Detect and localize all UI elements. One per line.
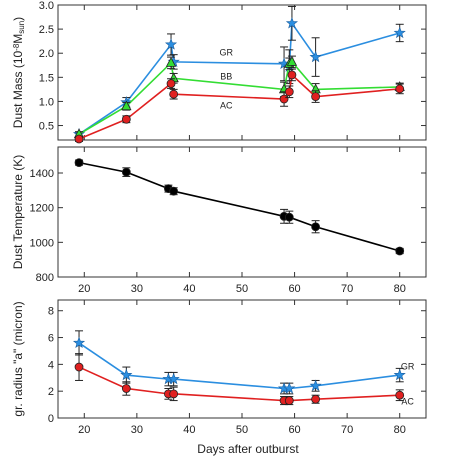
- y-axis-label-close: ): [11, 17, 25, 21]
- grain-radius-panel: 20 30 40 50 60 70 80 0 2 4 6 8 gr. radius "a" (micro…: [11, 299, 427, 436]
- y-axis-label-unit: M: [11, 34, 25, 44]
- x-tick-label: 40: [183, 283, 195, 295]
- y-axis-label-text: Dust Mass (10: [11, 51, 25, 129]
- data-point: [309, 50, 322, 63]
- series-label: GR: [401, 362, 415, 372]
- y-tick-label: 4: [48, 359, 54, 371]
- data-point: [279, 94, 289, 104]
- data-point: [395, 390, 405, 400]
- data-point: [283, 382, 296, 394]
- x-tick-label: 80: [394, 424, 406, 436]
- data-point: [165, 57, 177, 67]
- y-axis-label-exponent: -8: [12, 43, 21, 51]
- series-line: [78, 342, 400, 390]
- data-point: [284, 87, 294, 97]
- data-point: [74, 362, 84, 372]
- y-tick-label: 2.0: [39, 48, 54, 60]
- series-line: [78, 161, 400, 252]
- y-axis-label-text: Dust Temperature (K): [11, 155, 25, 270]
- data-point: [395, 246, 405, 256]
- plot-frame: [57, 4, 427, 141]
- x-tick-label: 60: [288, 424, 300, 436]
- x-tick-label: 80: [394, 283, 406, 295]
- data-point: [287, 70, 297, 80]
- y-axis-label: gr. radius "a" (micron): [11, 301, 25, 416]
- y-tick-label: 1.5: [39, 72, 54, 84]
- x-tick-label: 20: [78, 283, 90, 295]
- data-point: [311, 222, 321, 232]
- y-tick-label: 1400: [30, 168, 54, 180]
- x-tick-label: 50: [236, 424, 248, 436]
- series-label: GR: [219, 48, 233, 58]
- y-tick-label: 3.0: [39, 0, 54, 12]
- y-tick-label: 0: [48, 413, 54, 425]
- data-point: [167, 372, 180, 385]
- y-tick-label: 6: [48, 333, 54, 345]
- data-point: [121, 100, 132, 111]
- y-tick-label: 0.5: [39, 121, 54, 133]
- x-tick-label: 40: [183, 424, 195, 436]
- plot-frame: [57, 146, 427, 278]
- data-point: [74, 134, 84, 144]
- x-tick-label: 30: [131, 283, 143, 295]
- y-tick-label: 2.5: [39, 24, 54, 36]
- x-tick-label: 20: [78, 424, 90, 436]
- data-point: [284, 396, 294, 405]
- series-label: BB: [220, 72, 232, 82]
- x-axis-label: Days after outburst: [197, 442, 299, 456]
- data-point: [121, 114, 131, 124]
- y-tick-label: 1.0: [39, 96, 54, 108]
- data-point: [120, 368, 133, 381]
- x-tick-label: 60: [288, 283, 300, 295]
- y-tick-label: 1000: [30, 237, 54, 249]
- y-axis-label-subscript: sun: [17, 21, 26, 34]
- data-point: [285, 16, 298, 29]
- y-tick-label: 800: [36, 272, 54, 284]
- data-point: [121, 384, 131, 393]
- data-point: [169, 186, 179, 196]
- data-point: [166, 79, 176, 88]
- series-label: AC: [220, 101, 233, 111]
- data-point: [164, 38, 178, 50]
- y-axis-label: Dust Mass (10-8Msun): [11, 17, 26, 128]
- data-point: [286, 56, 298, 66]
- series-label: AC: [401, 397, 414, 407]
- data-point: [393, 26, 406, 39]
- data-point: [169, 89, 179, 99]
- data-point: [169, 389, 179, 399]
- x-tick-label: 70: [341, 424, 353, 436]
- x-tick-label: 50: [236, 283, 248, 295]
- data-point: [121, 167, 131, 177]
- data-point: [395, 84, 405, 94]
- data-point: [311, 92, 321, 102]
- data-point: [393, 368, 406, 381]
- y-tick-label: 1200: [30, 203, 54, 215]
- plot-frame: [57, 299, 427, 419]
- y-tick-label: 2: [48, 386, 54, 398]
- y-axis-label: Dust Temperature (K): [11, 155, 25, 270]
- dust-temperature-panel: 20 30 40 50 60 70 80 800 1000 1200 1400 Dust Temper…: [11, 146, 427, 295]
- y-axis-label-text: gr. radius "a" (micron): [11, 301, 25, 416]
- dust-mass-panel: 0.5 1.0 1.5 2.0 2.5 3.0 Dust Mass (10-8Msun) GR…: [11, 0, 427, 144]
- data-point: [309, 379, 322, 391]
- data-point: [72, 336, 86, 349]
- x-tick-label: 70: [341, 283, 353, 295]
- data-point: [74, 158, 84, 168]
- x-tick-label: 30: [131, 424, 143, 436]
- data-point: [284, 212, 294, 222]
- data-point: [311, 394, 321, 404]
- y-tick-label: 8: [48, 306, 54, 318]
